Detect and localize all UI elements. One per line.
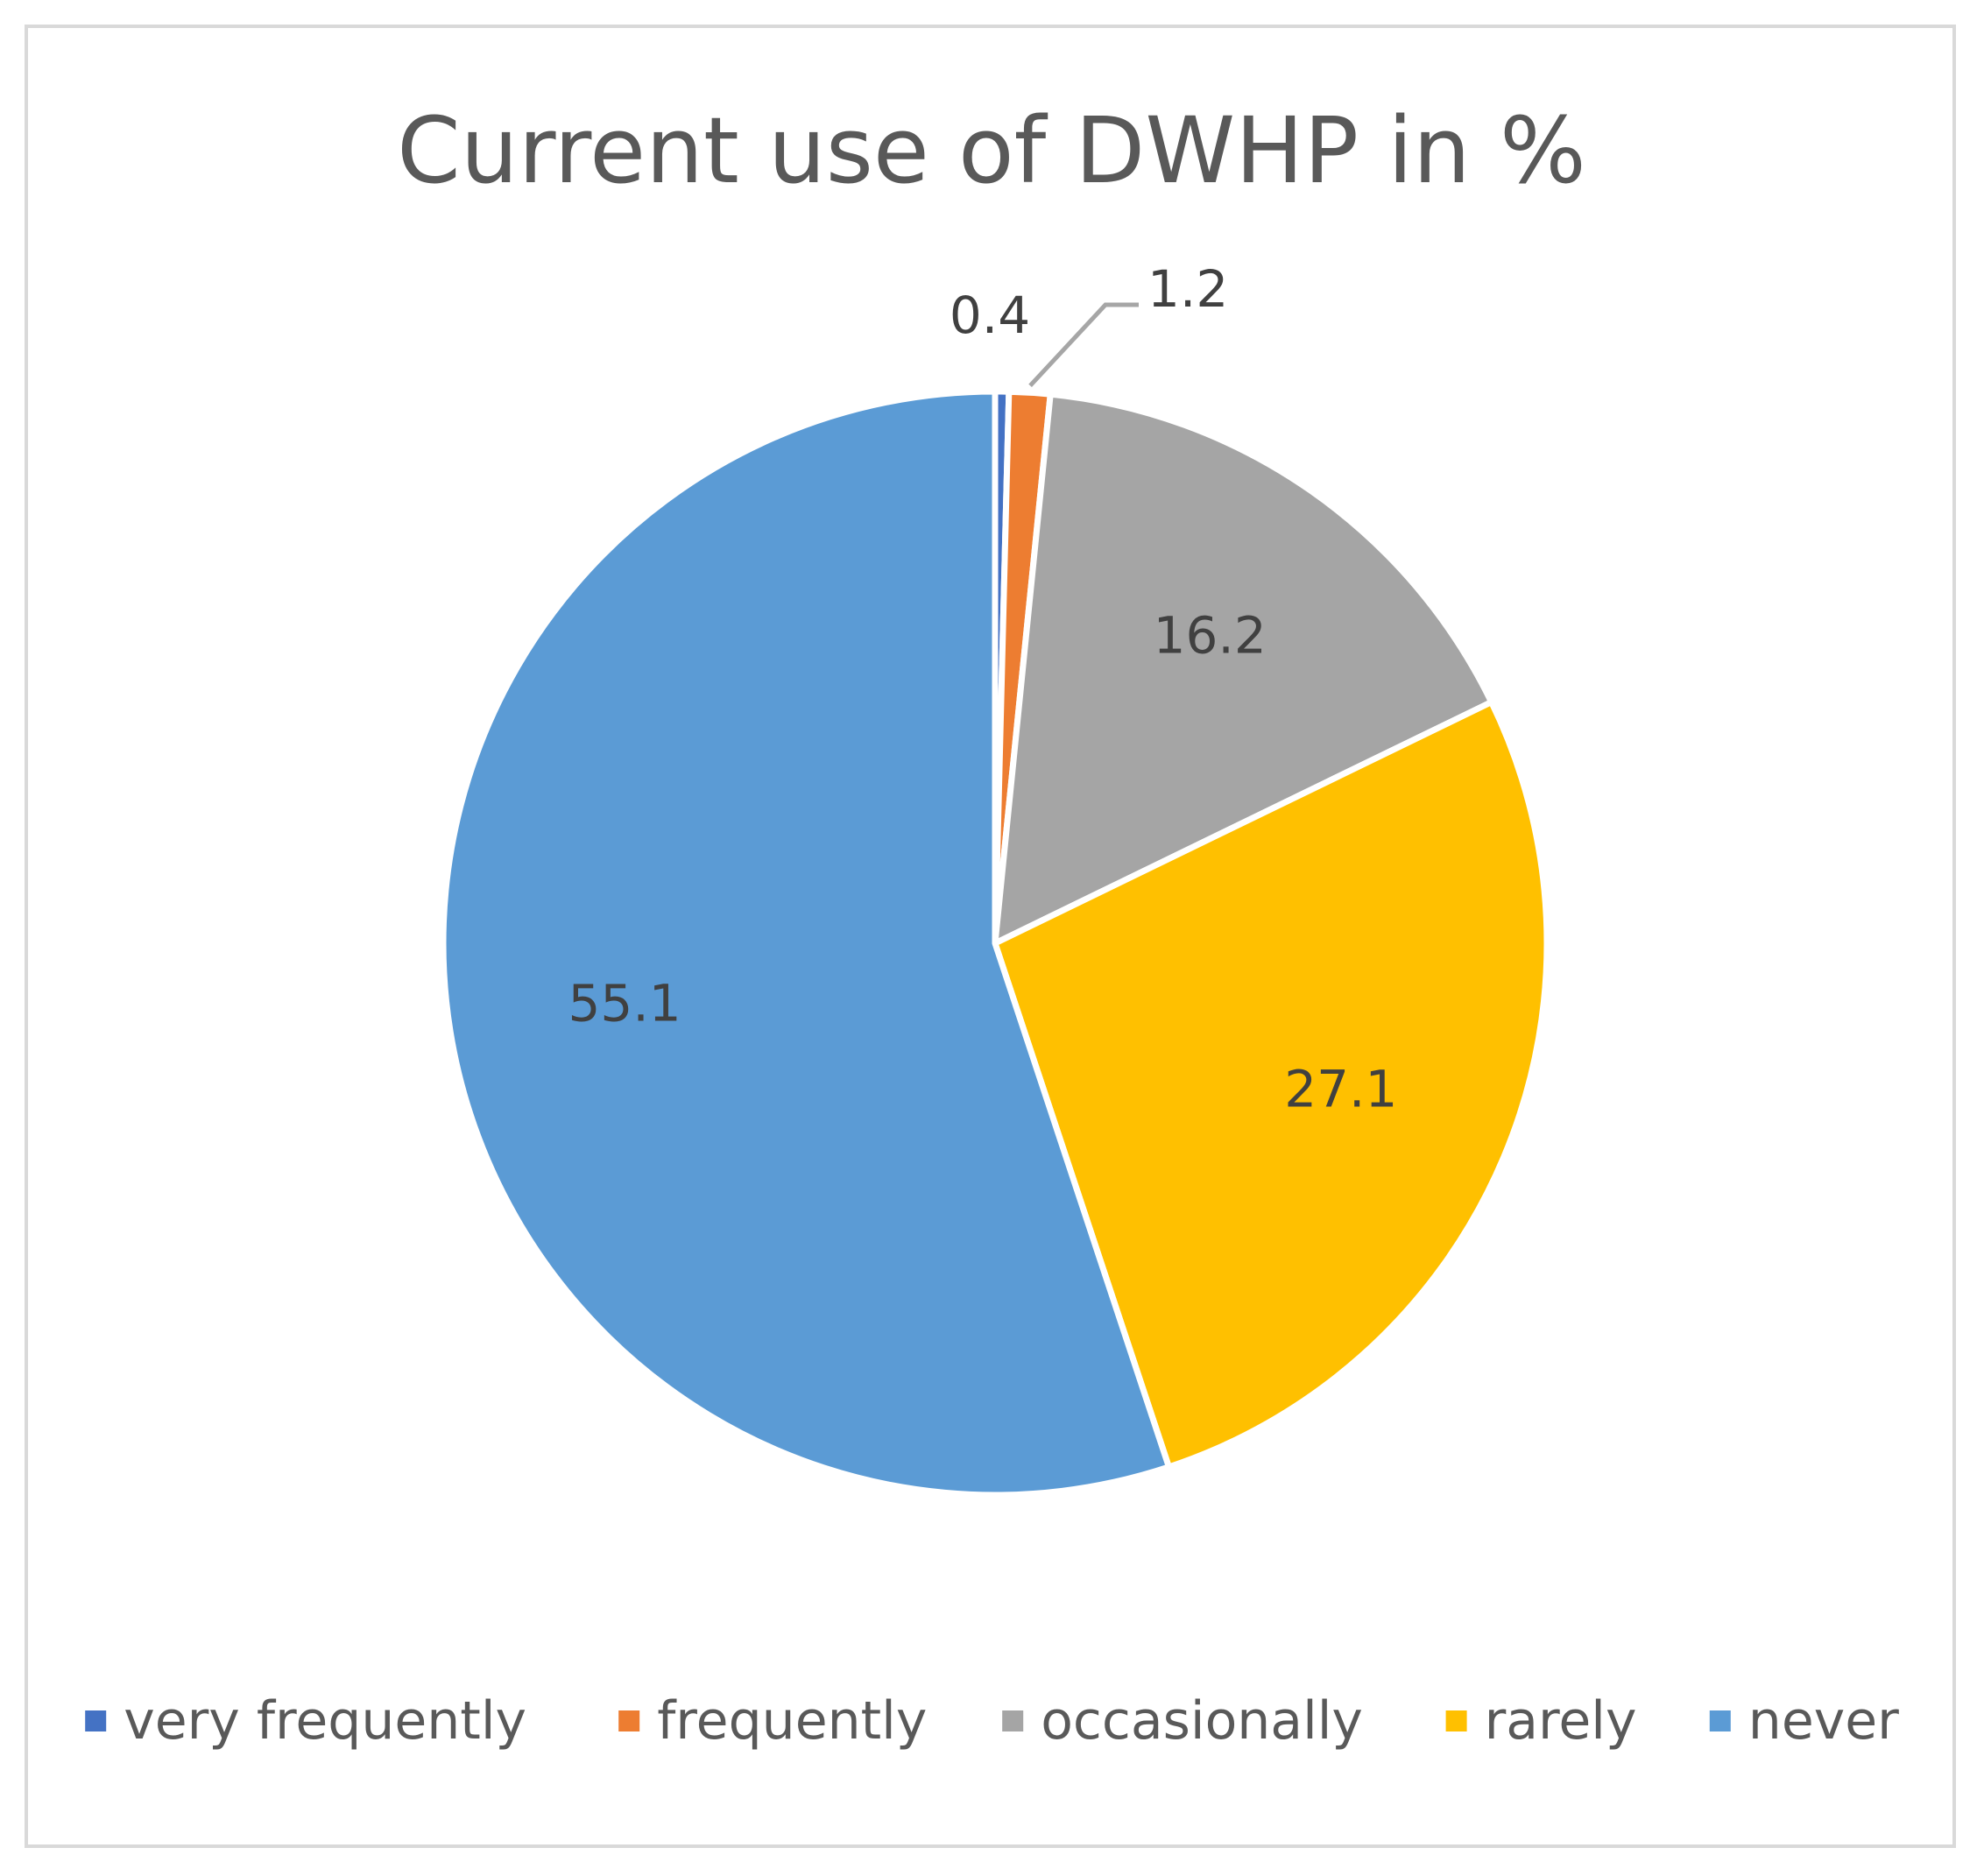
data-labels: 0.4 1.2 16.2 27.1 55.1 — [568, 259, 1398, 1118]
data-label-occasionally: 16.2 — [1154, 606, 1267, 666]
legend-item-occasionally: occasionally — [1002, 1690, 1363, 1752]
legend-item-very-frequently: very frequently — [85, 1690, 526, 1752]
legend-swatch-very-frequently — [85, 1710, 107, 1731]
legend-item-rarely: rarely — [1445, 1690, 1637, 1752]
legend-label-occasionally: occasionally — [1041, 1690, 1363, 1752]
legend-label-frequently: frequently — [657, 1690, 927, 1752]
data-label-frequently: 1.2 — [1147, 259, 1228, 319]
legend-label-rarely: rarely — [1485, 1690, 1637, 1752]
pie-slice-occasionally — [992, 391, 1495, 947]
legend-swatch-frequently — [618, 1710, 640, 1731]
legend-swatch-occasionally — [1002, 1710, 1024, 1731]
pie-slices — [440, 388, 1550, 1499]
data-label-never: 55.1 — [568, 973, 681, 1033]
legend-swatch-never — [1709, 1710, 1731, 1731]
data-label-very-frequently: 0.4 — [950, 286, 1030, 345]
legend-item-never: never — [1709, 1690, 1899, 1752]
chart-title: Current use of DWHP in % — [397, 97, 1586, 204]
pie-slice-rarely — [992, 699, 1550, 1470]
legend-swatch-rarely — [1445, 1710, 1467, 1731]
legend: very frequently frequently occasionally rar… — [85, 1690, 1899, 1752]
legend-item-frequently: frequently — [618, 1690, 927, 1752]
leader-line-frequently — [1028, 302, 1139, 388]
data-label-rarely: 27.1 — [1284, 1059, 1397, 1118]
legend-label-never: never — [1748, 1690, 1899, 1752]
legend-label-very-frequently: very frequently — [124, 1690, 526, 1752]
leader-lines — [1028, 302, 1139, 388]
pie-slice-never — [440, 388, 1172, 1499]
